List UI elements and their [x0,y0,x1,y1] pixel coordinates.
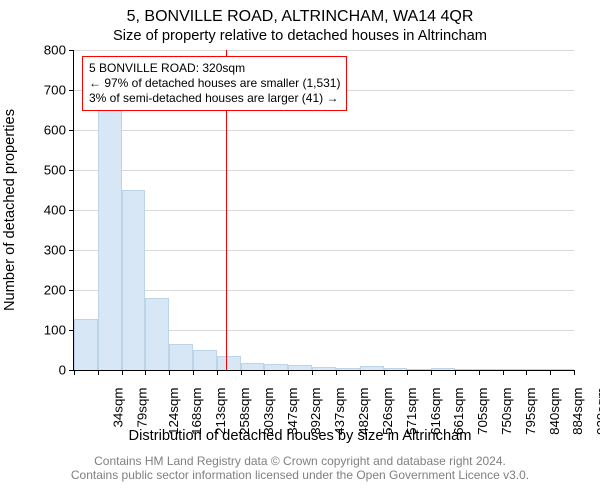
y-tick-mark [69,50,74,51]
histogram-bar [264,364,288,370]
histogram-bar [526,369,550,370]
x-tick-mark [288,370,289,375]
y-tick-mark [69,290,74,291]
y-tick-label: 0 [0,363,66,378]
x-tick-mark [74,370,75,375]
x-tick-mark [479,370,480,375]
y-tick-mark [69,210,74,211]
axis-bottom [73,370,574,371]
y-tick-label: 200 [0,283,66,298]
x-tick-mark [455,370,456,375]
histogram-bar [384,368,408,370]
x-tick-mark [384,370,385,375]
plot-area: 5 BONVILLE ROAD: 320sqm ← 97% of detache… [74,50,574,370]
y-tick-label: 500 [0,163,66,178]
y-tick-mark [69,170,74,171]
histogram-bar [479,369,503,370]
histogram-bar [550,369,574,370]
annotation-line-2: ← 97% of detached houses are smaller (1,… [89,76,340,91]
annotation-box: 5 BONVILLE ROAD: 320sqm ← 97% of detache… [82,56,347,111]
histogram-bar [145,298,169,370]
x-tick-mark [169,370,170,375]
y-tick-label: 700 [0,83,66,98]
x-tick-mark [550,370,551,375]
annotation-line-3: 3% of semi-detached houses are larger (4… [89,91,340,106]
y-tick-label: 800 [0,43,66,58]
y-tick-mark [69,130,74,131]
histogram-bar [169,344,193,370]
histogram-bar [360,366,384,370]
chart-title-line-2: Size of property relative to detached ho… [0,28,600,44]
y-tick-mark [69,90,74,91]
x-tick-mark [526,370,527,375]
x-tick-label: 79sqm [134,388,149,428]
y-tick-label: 400 [0,203,66,218]
x-tick-label: 34sqm [111,388,126,428]
y-tick-label: 300 [0,243,66,258]
histogram-bar [288,365,312,370]
footer-line-1: Contains HM Land Registry data © Crown c… [0,454,600,468]
histogram-bar [217,356,241,370]
x-tick-mark [312,370,313,375]
histogram-bar [336,368,360,370]
annotation-line-1: 5 BONVILLE ROAD: 320sqm [89,61,340,76]
histogram-bar [241,363,265,370]
x-tick-mark [193,370,194,375]
x-tick-mark [431,370,432,375]
x-axis-label: Distribution of detached houses by size … [0,428,600,444]
y-tick-label: 600 [0,123,66,138]
x-tick-mark [98,370,99,375]
histogram-bar [431,368,455,370]
x-tick-mark [145,370,146,375]
y-tick-mark [69,250,74,251]
x-tick-mark [407,370,408,375]
x-tick-mark [264,370,265,375]
histogram-bar [98,106,122,370]
histogram-bar [74,319,98,370]
y-tick-label: 100 [0,323,66,338]
x-tick-mark [574,370,575,375]
x-tick-mark [360,370,361,375]
attribution-footer: Contains HM Land Registry data © Crown c… [0,454,600,483]
histogram-bar [122,190,146,370]
chart-title-line-1: 5, BONVILLE ROAD, ALTRINCHAM, WA14 4QR [0,8,600,26]
histogram-bar [193,350,217,370]
x-tick-mark [217,370,218,375]
chart-container: 5, BONVILLE ROAD, ALTRINCHAM, WA14 4QR S… [0,0,600,500]
histogram-bar [503,369,527,370]
x-tick-mark [122,370,123,375]
histogram-bar [455,369,479,370]
x-tick-mark [336,370,337,375]
histogram-bar [312,367,336,370]
footer-line-2: Contains public sector information licen… [0,468,600,482]
x-tick-mark [241,370,242,375]
histogram-bar [407,369,431,370]
y-tick-mark [69,330,74,331]
x-tick-mark [503,370,504,375]
